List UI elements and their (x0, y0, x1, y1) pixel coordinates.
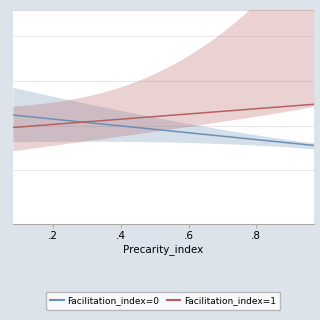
Legend: Facilitation_index=0, Facilitation_index=1: Facilitation_index=0, Facilitation_index… (46, 292, 280, 309)
X-axis label: Precarity_index: Precarity_index (123, 244, 203, 255)
